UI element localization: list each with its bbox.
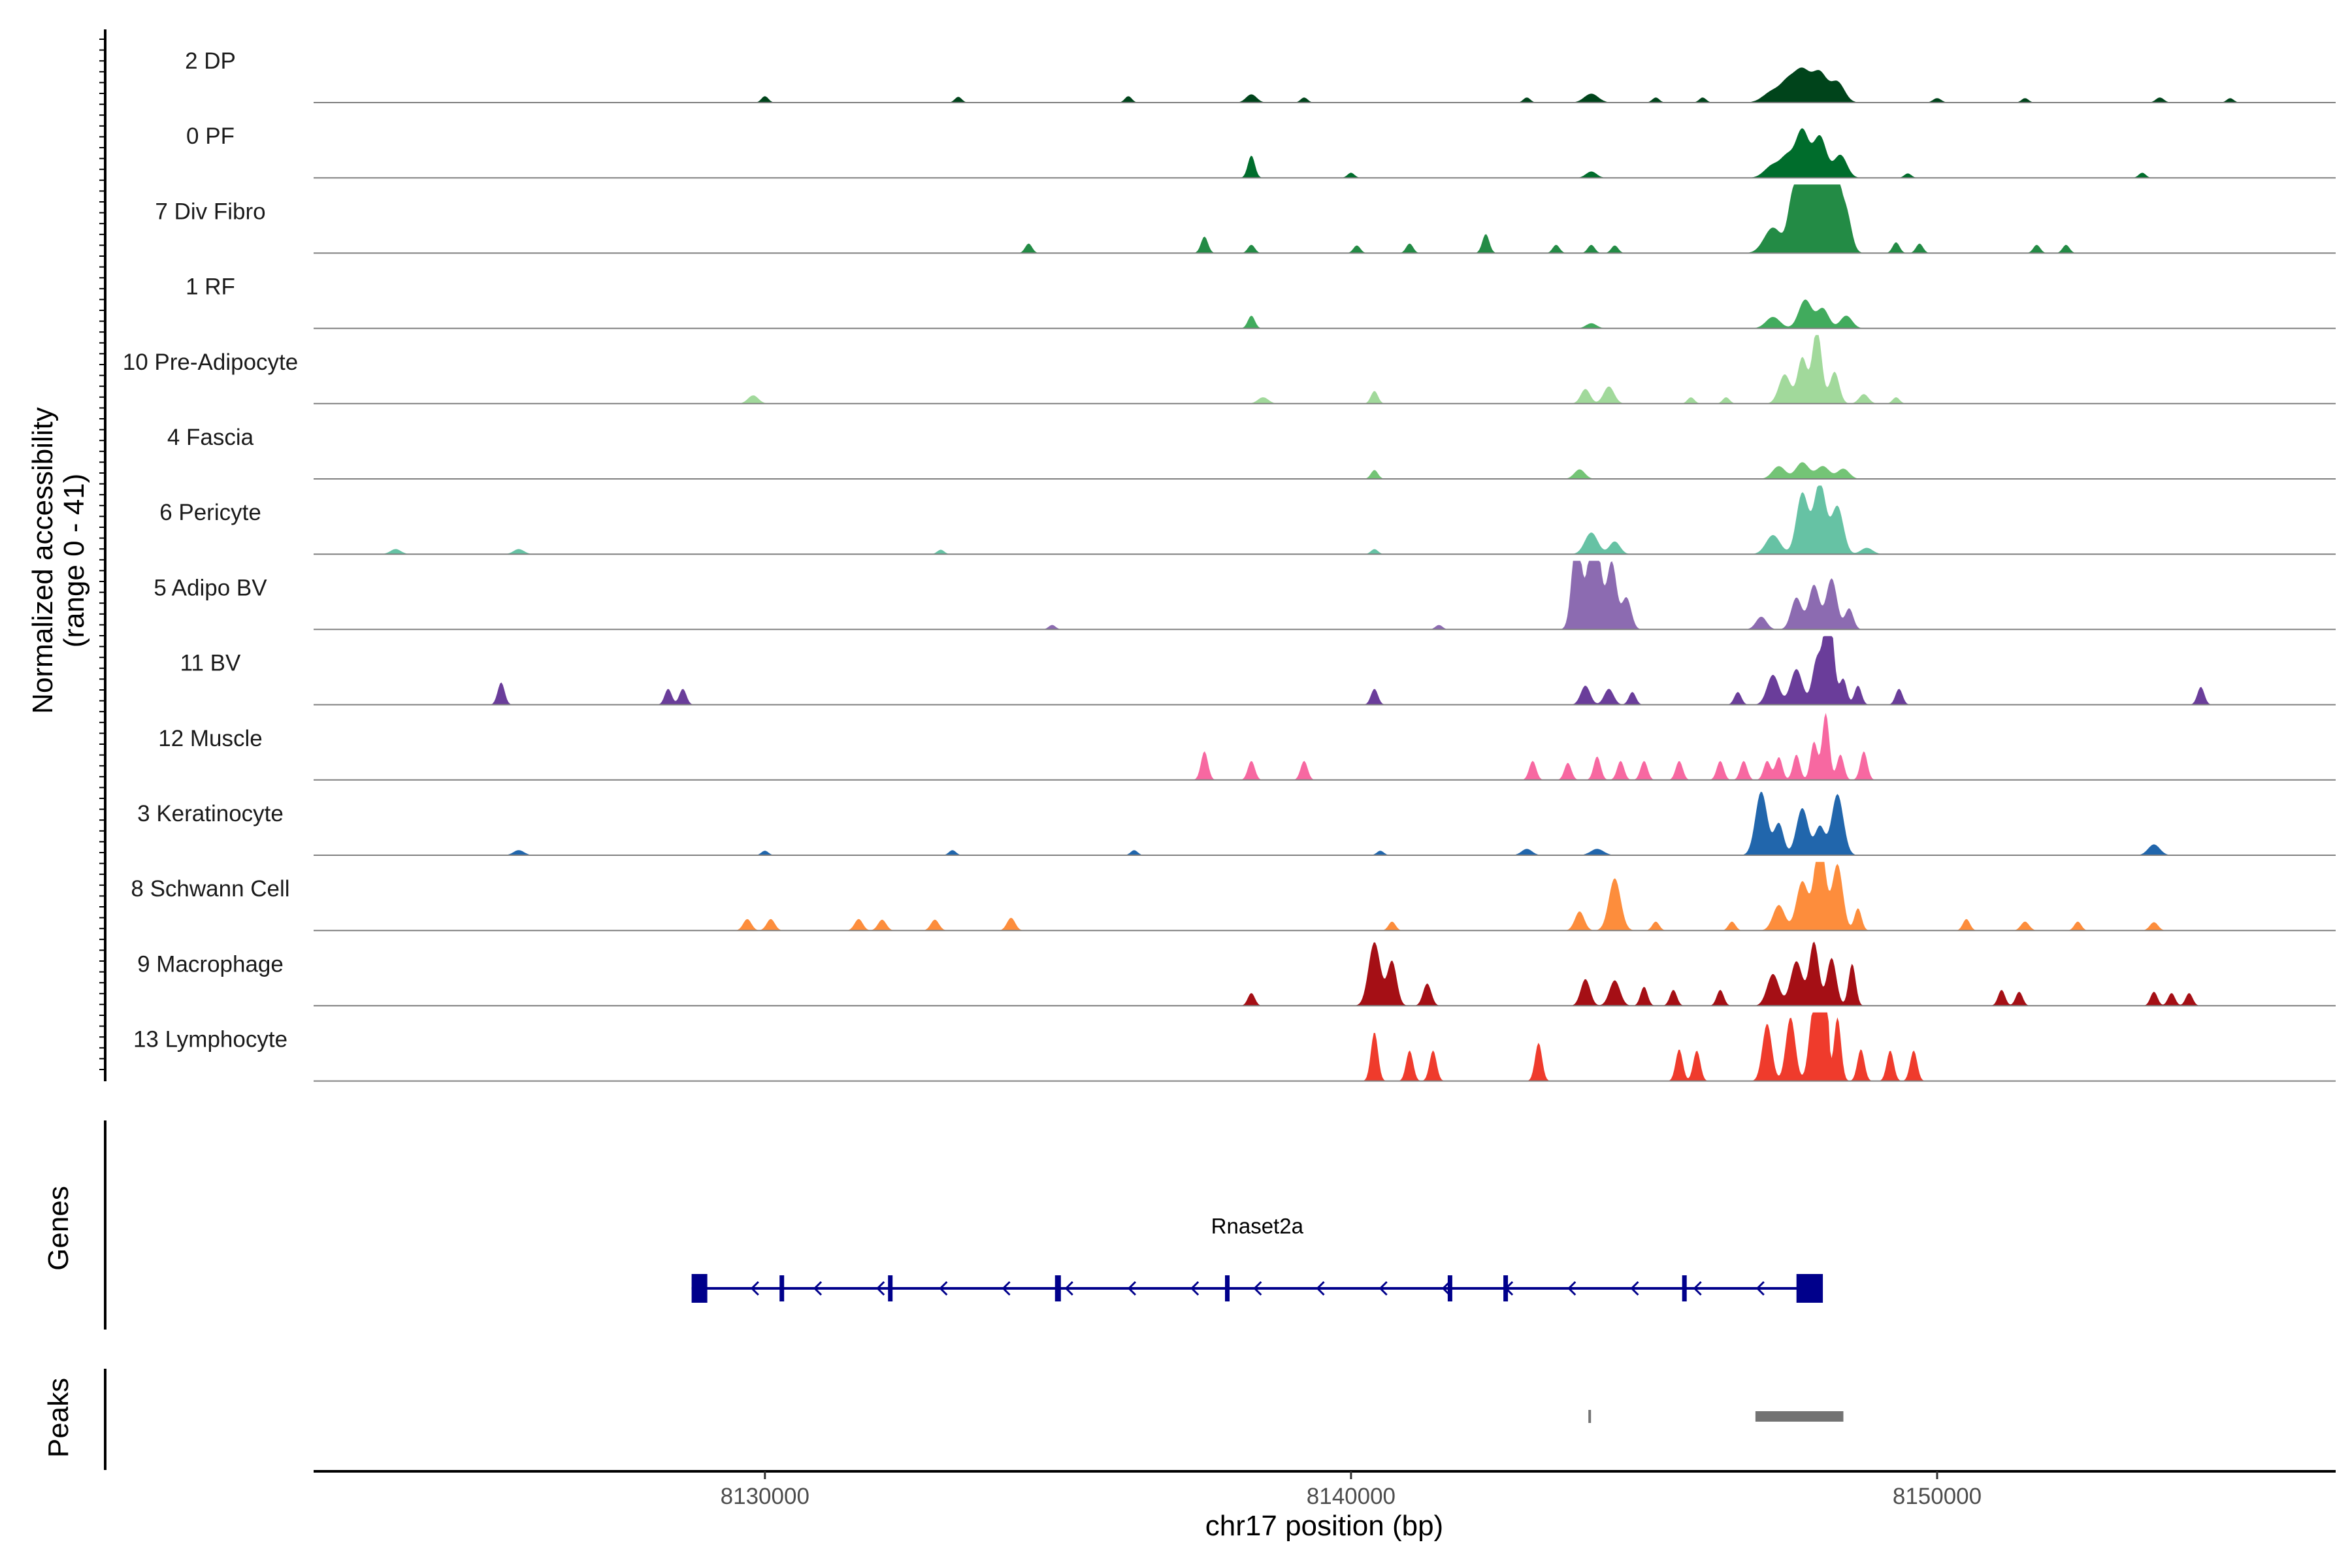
gene-name-label: Rnaset2a bbox=[1211, 1214, 1304, 1238]
strand-chevron bbox=[1379, 1281, 1388, 1296]
strand-chevron bbox=[1693, 1281, 1702, 1296]
strand-chevron bbox=[1253, 1281, 1262, 1296]
coverage-tracks: 2 DP 0 PF 7 Div Fibro 1 RF 10 Pre-Adipocyte 4… bbox=[123, 48, 2336, 1082]
coverage-area bbox=[314, 791, 2336, 855]
x-tick-label: 8150000 bbox=[1893, 1484, 1982, 1509]
track-label: 3 Keratinocyte bbox=[137, 801, 284, 826]
peaks-panel-label: Peaks bbox=[42, 1378, 74, 1458]
coverage-area bbox=[314, 485, 2336, 555]
strand-chevron bbox=[1756, 1281, 1765, 1296]
strand-chevron bbox=[1002, 1281, 1011, 1296]
coverage-area bbox=[314, 1012, 2336, 1081]
track-label: 1 RF bbox=[186, 274, 235, 300]
track-10: 3 Keratinocyte bbox=[137, 791, 2336, 856]
peak-region bbox=[1755, 1411, 1844, 1422]
track-4: 10 Pre-Adipocyte bbox=[123, 335, 2336, 404]
track-label: 6 Pericyte bbox=[159, 500, 261, 525]
gene-exon bbox=[1503, 1275, 1509, 1301]
track-9: 12 Muscle bbox=[158, 713, 2336, 781]
gene-exon bbox=[779, 1275, 785, 1301]
x-tick-label: 8130000 bbox=[721, 1484, 809, 1509]
x-axis-title: chr17 position (bp) bbox=[1205, 1510, 1443, 1542]
track-5: 4 Fascia bbox=[167, 425, 2336, 480]
track-label: 12 Muscle bbox=[158, 726, 263, 751]
track-8: 11 BV bbox=[180, 636, 2336, 706]
track-label: 7 Div Fibro bbox=[155, 199, 265, 224]
gene-exon bbox=[1447, 1275, 1452, 1301]
gene-exon bbox=[1225, 1275, 1230, 1301]
strand-chevron bbox=[876, 1281, 885, 1296]
track-0: 2 DP bbox=[185, 48, 2336, 103]
strand-chevron bbox=[1316, 1281, 1325, 1296]
coverage-area bbox=[314, 636, 2336, 705]
strand-chevron bbox=[1567, 1281, 1576, 1296]
peak-region bbox=[1588, 1410, 1592, 1423]
strand-chevron bbox=[1190, 1281, 1200, 1296]
coverage-area bbox=[314, 299, 2336, 329]
strand-chevron bbox=[1127, 1281, 1137, 1296]
coverage-area bbox=[314, 184, 2336, 253]
track-label: 13 Lymphocyte bbox=[133, 1027, 287, 1053]
genes-panel-label: Genes bbox=[42, 1186, 74, 1271]
coverage-area bbox=[314, 941, 2336, 1006]
coverage-area bbox=[314, 462, 2336, 479]
coverage-area bbox=[314, 862, 2336, 931]
track-label: 5 Adipo BV bbox=[154, 575, 267, 600]
strand-chevron bbox=[813, 1281, 823, 1296]
track-1: 0 PF bbox=[186, 123, 2336, 179]
y-axis-title-line2: (range 0 - 41) bbox=[58, 474, 90, 648]
gene-exon bbox=[1796, 1274, 1823, 1303]
track-label: 10 Pre-Adipocyte bbox=[123, 350, 298, 375]
track-label: 0 PF bbox=[186, 123, 235, 149]
strand-chevron bbox=[939, 1281, 948, 1296]
track-12: 9 Macrophage bbox=[137, 941, 2336, 1007]
peak-panel bbox=[1588, 1410, 1844, 1423]
gene-exon bbox=[691, 1274, 708, 1303]
x-axis: 8130000 8140000 8150000 bbox=[314, 1470, 2336, 1509]
gene-exon bbox=[1054, 1275, 1061, 1301]
track-label: 11 BV bbox=[180, 651, 241, 676]
gene-exon bbox=[1682, 1275, 1687, 1301]
coverage-area bbox=[314, 128, 2336, 178]
track-label: 2 DP bbox=[185, 48, 236, 74]
track-label: 8 Schwann Cell bbox=[131, 876, 289, 902]
track-11: 8 Schwann Cell bbox=[131, 862, 2336, 932]
left-axes bbox=[99, 29, 106, 1470]
x-tick-label: 8140000 bbox=[1307, 1484, 1396, 1509]
track-6: 6 Pericyte bbox=[159, 485, 2336, 555]
track-label: 9 Macrophage bbox=[137, 951, 284, 977]
track-2: 7 Div Fibro bbox=[155, 184, 2336, 254]
gene-exon bbox=[888, 1275, 893, 1301]
coverage-area bbox=[314, 713, 2336, 780]
track-3: 1 RF bbox=[186, 274, 2336, 329]
coverage-area bbox=[314, 561, 2336, 630]
track-label: 4 Fascia bbox=[167, 425, 254, 450]
coverage-area bbox=[314, 67, 2336, 103]
strand-chevron bbox=[750, 1281, 759, 1296]
y-axis-title-line1: Normalized accessibility bbox=[27, 407, 59, 713]
strand-chevron bbox=[1630, 1281, 1639, 1296]
gene-panel: Rnaset2a bbox=[691, 1214, 1823, 1303]
strand-chevron bbox=[1064, 1281, 1073, 1296]
coverage-area bbox=[314, 335, 2336, 404]
track-13: 13 Lymphocyte bbox=[133, 1012, 2336, 1082]
track-7: 5 Adipo BV bbox=[154, 561, 2336, 630]
strand-chevron bbox=[1441, 1281, 1450, 1296]
